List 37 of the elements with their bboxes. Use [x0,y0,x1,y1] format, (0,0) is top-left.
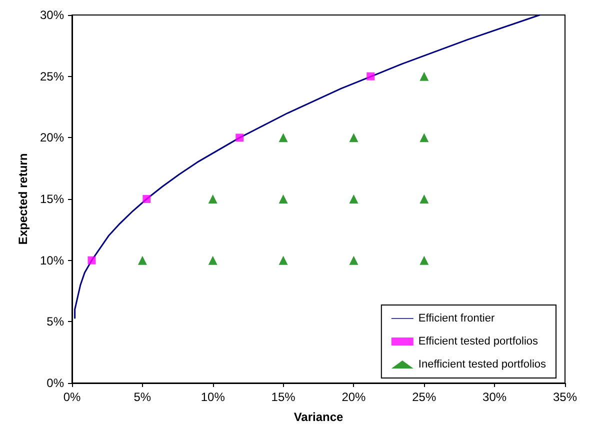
point [142,195,151,203]
point [88,256,96,264]
legend-label: Efficient tested portfolios [418,336,539,348]
y-tick-label: 20% [40,130,64,145]
point [420,256,429,265]
point [366,72,375,80]
point [278,133,288,142]
point [420,72,429,81]
legend-label: Efficient frontier [418,312,495,324]
x-tick-label: 15% [271,390,296,404]
y-tick-label: 10% [40,253,64,268]
point [278,194,288,204]
y-tick-label: 15% [40,192,64,206]
point [349,194,358,204]
point [349,133,358,142]
x-tick-label: 25% [412,390,436,404]
point [208,194,218,204]
x-tick-label: 0% [63,390,81,404]
point [138,256,147,265]
y-tick-label: 30% [40,8,64,22]
x-tick-label: 10% [200,390,226,404]
x-tick-label: 35% [552,390,578,404]
y-tick-label: 0% [46,376,64,390]
y-tick-label: 5% [46,314,64,329]
y-tick-label: 25% [40,69,64,84]
point [420,133,429,142]
x-tick-label: 20% [342,390,366,404]
y-axis-title: Expected return [16,153,30,245]
x-axis-title: Variance [294,410,344,424]
point [236,134,244,142]
point [208,256,218,265]
point [420,194,429,204]
point [278,256,288,265]
legend-label: Inefficient tested portfolios [418,358,546,370]
x-tick-label: 30% [482,390,507,404]
point [349,256,358,265]
x-tick-label: 5% [134,390,152,404]
